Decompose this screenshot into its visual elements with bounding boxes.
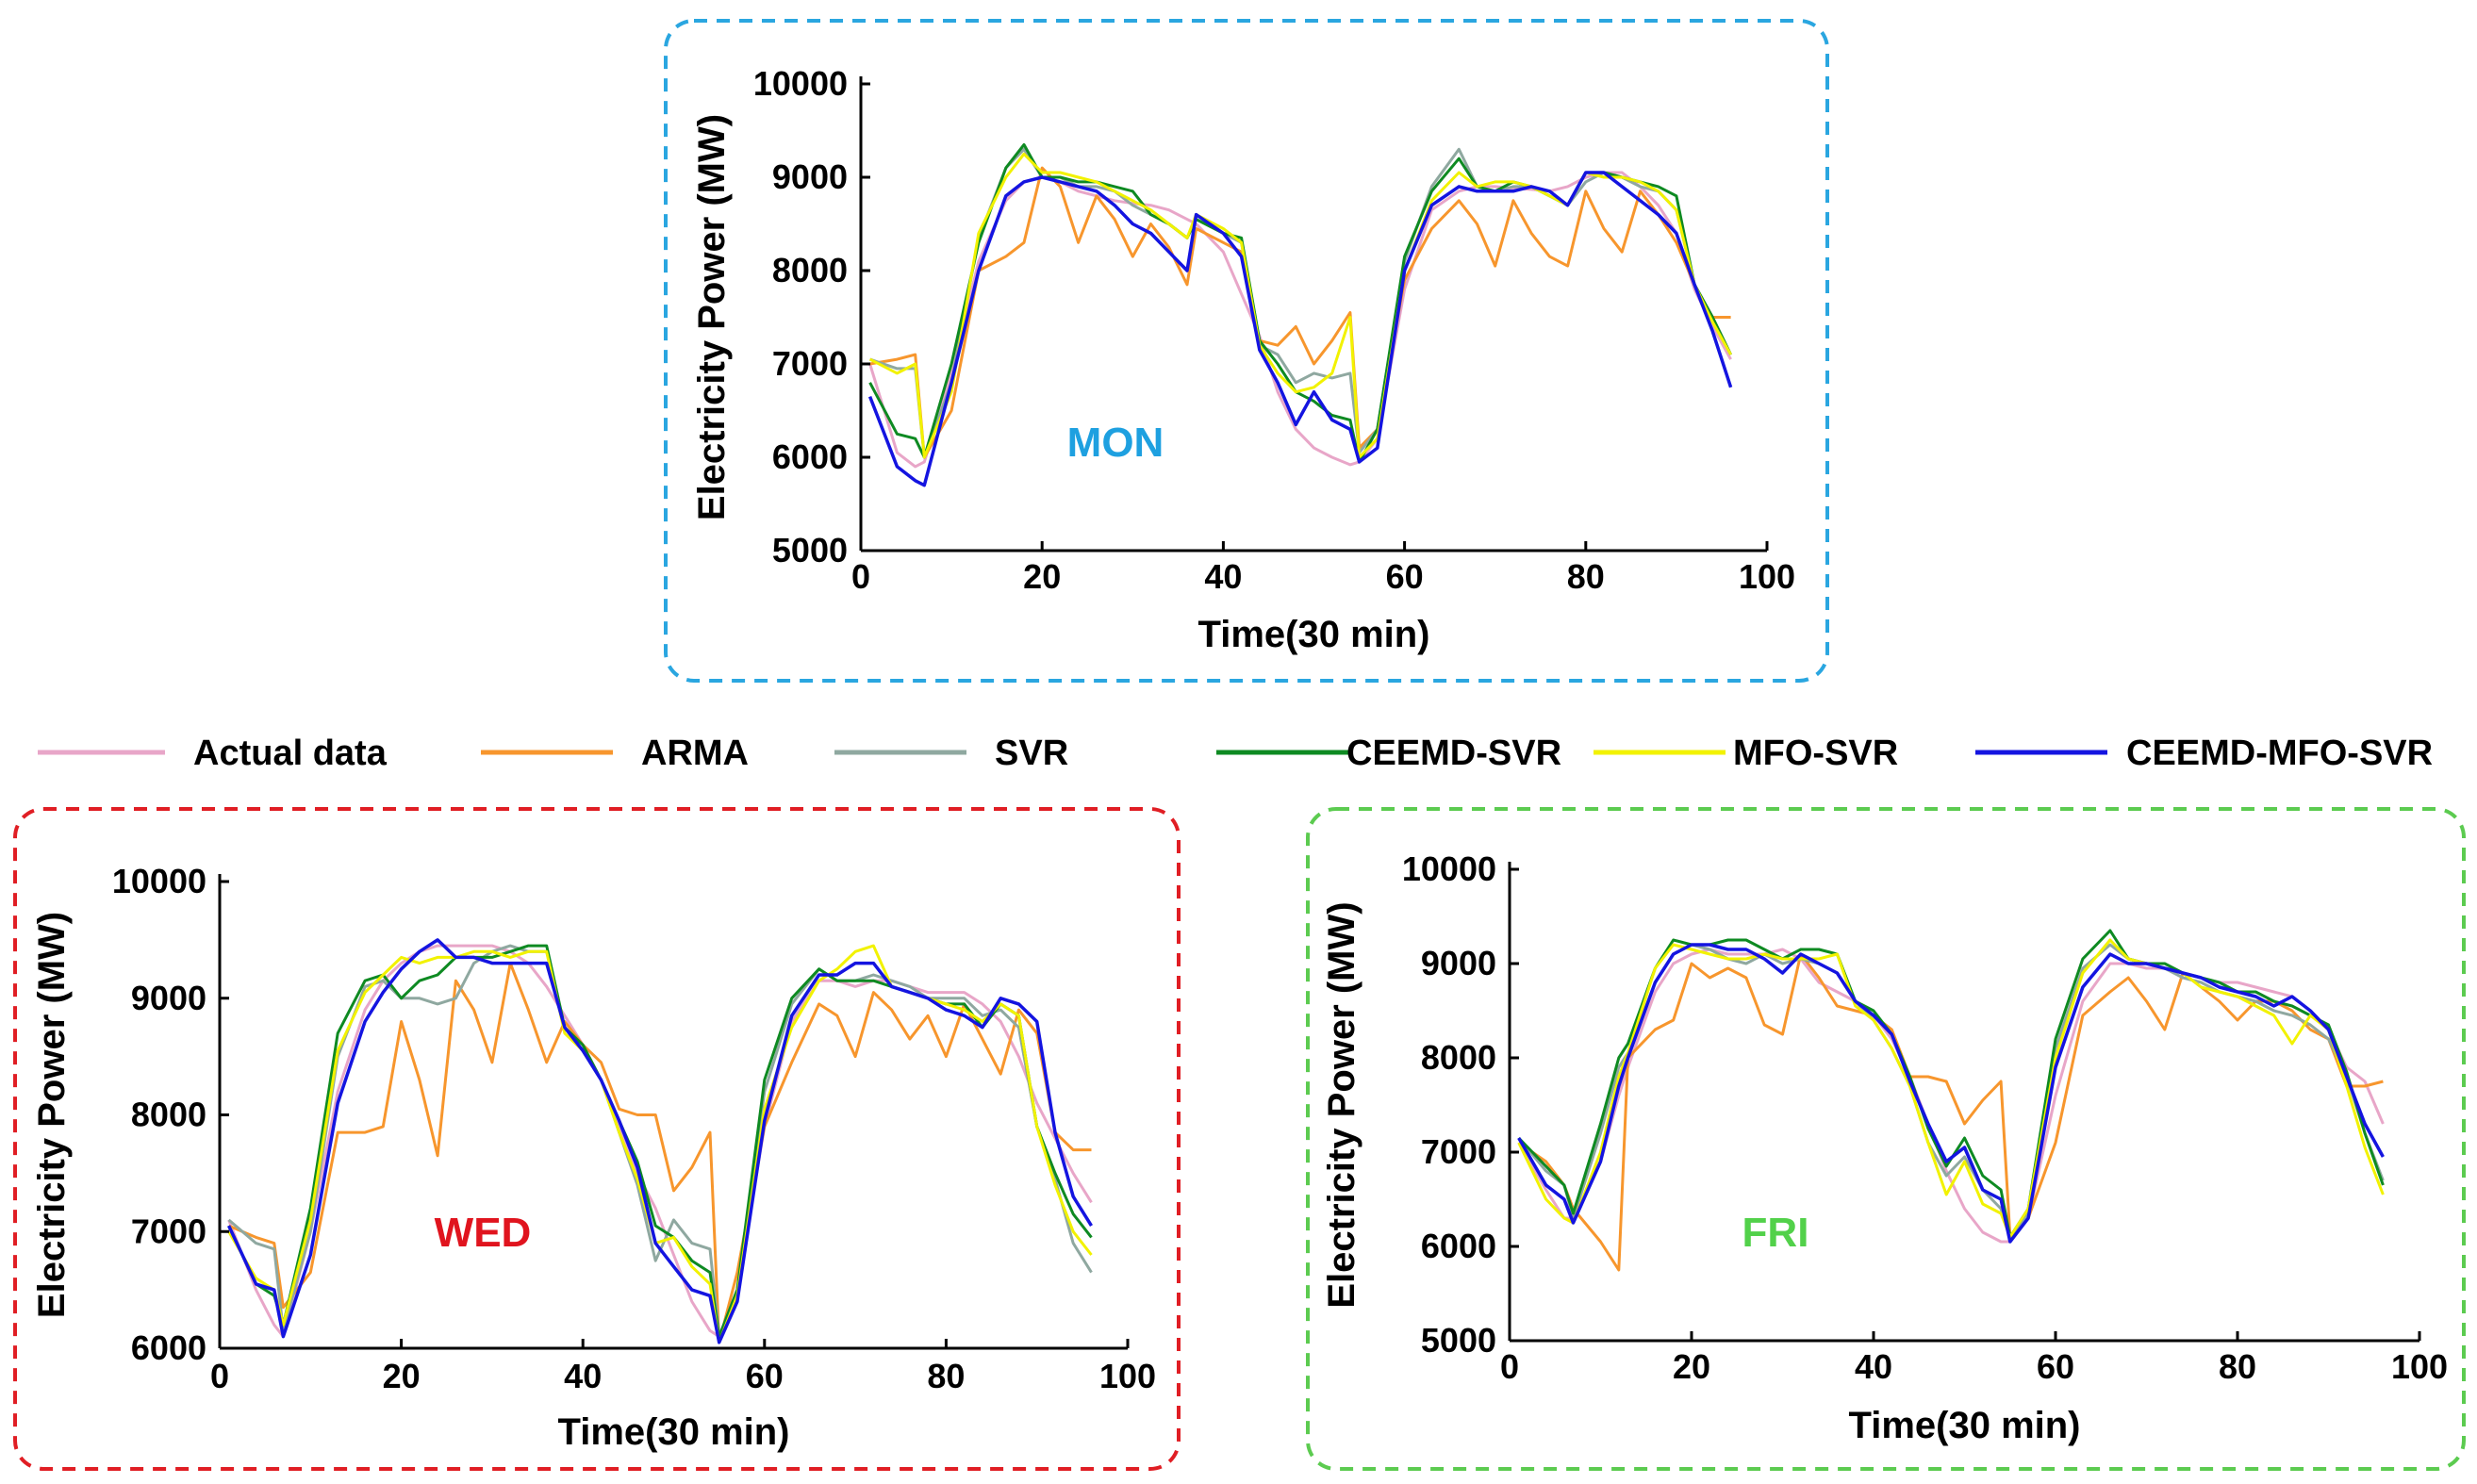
chart-panel-mon: 0 20 40 60 80 100 5000 6000 7000 8000 9000 10000 Tim… [664,19,1829,683]
y-axis-title-fri: Electricity Power (MW) [1321,901,1362,1308]
y-tick-label-fri-9000: 9000 [1421,944,1496,982]
panel-border-wed [13,807,1181,1471]
day-label-fri: FRI [1742,1210,1809,1256]
series-line-wed-ceemd-mfo-svr [227,938,1093,1344]
series-line-wed-ceemd-svr [227,944,1093,1339]
y-tick-label-fri-10000: 10000 [1402,849,1496,888]
y-tick-label-mon-9000: 9000 [772,157,848,196]
x-axis-title-wed: Time(30 min) [558,1411,790,1453]
y-tick-label-wed-6000: 6000 [131,1328,206,1367]
x-tick-label-wed-60: 60 [746,1357,784,1395]
x-tick-label-wed-20: 20 [383,1357,421,1395]
series-line-mon-svr [869,147,1732,459]
series-line-fri-arma [1517,952,2384,1272]
series-line-fri-ceemd-svr [1517,929,2385,1239]
x-tick-label-fri-60: 60 [2037,1347,2074,1386]
plot-area-mon: 0 20 40 60 80 100 5000 6000 7000 8000 9000 10000 Tim… [691,64,1795,655]
y-tick-label-mon-7000: 7000 [772,344,848,383]
legend-label-ceemd-svr: CEEMD-SVR [1346,734,1561,773]
y-tick-label-fri-8000: 8000 [1421,1038,1496,1077]
day-label-mon: MON [1067,420,1164,466]
x-tick-label-wed-80: 80 [927,1357,965,1395]
y-tick-label-mon-8000: 8000 [772,251,848,289]
y-tick-label-mon-6000: 6000 [772,437,848,476]
x-tick-label-fri-0: 0 [1500,1347,1519,1386]
series-line-fri-mfo-svr [1517,938,2385,1239]
series-line-wed-arma [228,962,1092,1344]
y-tick-label-fri-5000: 5000 [1421,1321,1496,1360]
legend-label-actual-data: Actual data [193,734,388,773]
y-tick-label-wed-8000: 8000 [131,1096,206,1134]
series-line-fri-actual-data [1517,948,2385,1244]
legend-label-svr: SVR [995,734,1068,773]
x-tick-label-wed-0: 0 [210,1357,229,1395]
x-tick-label-mon-0: 0 [851,557,870,596]
series-line-fri-ceemd-mfo-svr [1517,943,2385,1244]
panel-border-mon [664,19,1829,683]
x-tick-label-mon-60: 60 [1386,557,1424,596]
x-tick-label-wed-40: 40 [564,1357,602,1395]
y-tick-label-wed-10000: 10000 [112,862,206,900]
chart-panel-fri: 0 20 40 60 80 100 5000 6000 7000 8000 9000 10000 Tim… [1306,807,2466,1471]
legend-label-mfo-svr: MFO-SVR [1733,734,1898,773]
y-tick-label-wed-9000: 9000 [131,979,206,1017]
series-line-wed-mfo-svr [227,944,1093,1344]
plot-area-wed: 0 20 40 60 80 100 6000 7000 8000 9000 10000 Time(30… [31,862,1156,1453]
series-line-mon-ceemd-mfo-svr [867,171,1733,487]
x-tick-label-fri-80: 80 [2219,1347,2256,1386]
x-tick-label-fri-100: 100 [2391,1347,2448,1386]
legend: Actual data ARMA SVR CEEMD-SVR MFO-SVR CEEMD-… [38,734,2433,773]
x-tick-label-fri-40: 40 [1855,1347,1892,1386]
x-axis-title-fri: Time(30 min) [1849,1405,2081,1446]
series-line-mon-arma [869,166,1731,459]
chart-panel-wed: 0 20 40 60 80 100 6000 7000 8000 9000 10000 Time(30… [13,807,1181,1471]
series-line-mon-mfo-svr [868,152,1732,459]
y-tick-label-wed-7000: 7000 [131,1212,206,1250]
x-axis-title-mon: Time(30 min) [1198,614,1430,655]
day-label-wed: WED [435,1210,532,1256]
y-tick-label-mon-5000: 5000 [772,531,848,569]
plot-area-fri: 0 20 40 60 80 100 5000 6000 7000 8000 9000 10000 Tim… [1321,849,2448,1446]
legend-label-arma: ARMA [641,734,749,773]
panel-border-fri [1306,807,2466,1471]
x-tick-label-mon-100: 100 [1739,557,1795,596]
x-tick-label-fri-20: 20 [1673,1347,1710,1386]
y-tick-label-mon-10000: 10000 [753,64,848,103]
x-tick-label-mon-20: 20 [1023,557,1061,596]
y-axis-title-wed: Electricity Power (MW) [31,912,73,1318]
y-axis-title-mon: Electricity Power (MW) [691,114,733,520]
y-tick-label-fri-7000: 7000 [1421,1132,1496,1171]
x-tick-label-wed-100: 100 [1099,1357,1156,1395]
y-tick-label-fri-6000: 6000 [1421,1227,1496,1265]
x-tick-label-mon-80: 80 [1567,557,1605,596]
legend-label-ceemd-mfo-svr: CEEMD-MFO-SVR [2126,734,2433,773]
x-tick-label-mon-40: 40 [1204,557,1242,596]
